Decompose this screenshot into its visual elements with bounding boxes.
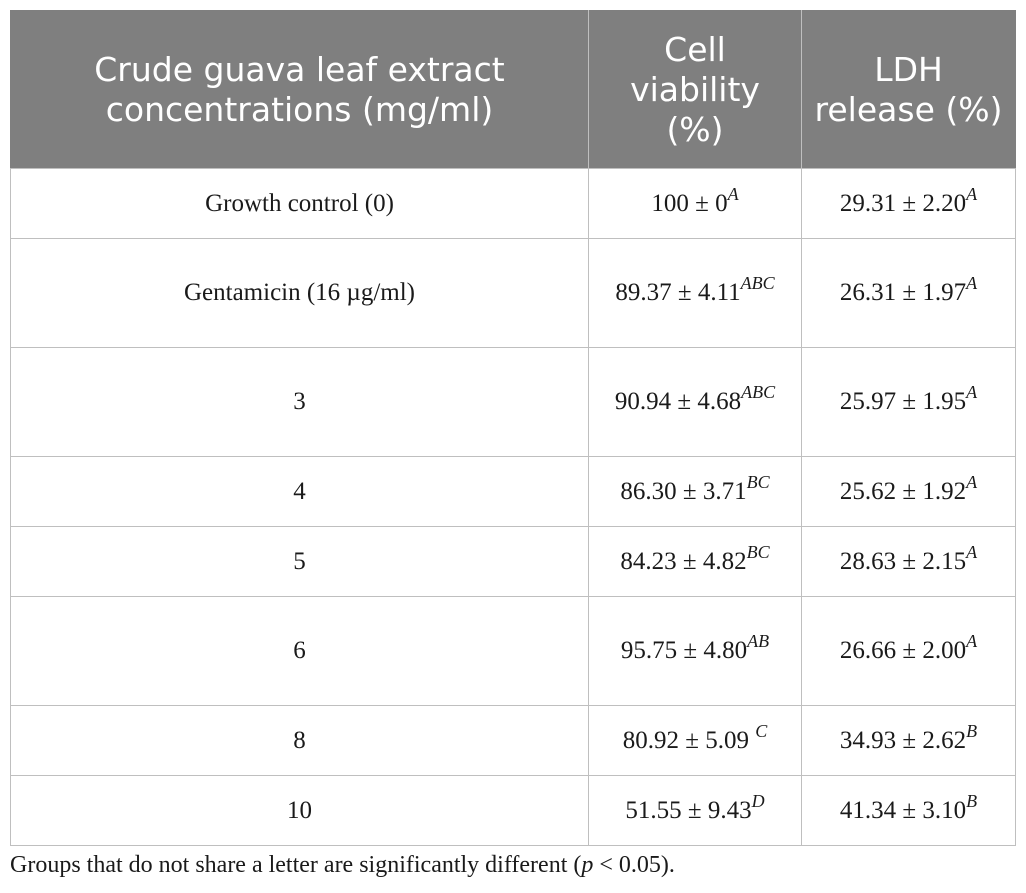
footnote-threshold: < 0.05). — [593, 852, 675, 878]
table-row: 10 51.55 ± 9.43D 41.34 ± 3.10B — [10, 775, 1016, 846]
cell-viability-cell: 95.75 ± 4.80AB — [588, 596, 802, 706]
table-row: Gentamicin (16 µg/ml) 89.37 ± 4.11ABC 26… — [10, 238, 1016, 348]
ldh-release-value: 28.63 ± 2.15 — [839, 547, 967, 575]
significance-letter: A — [966, 631, 978, 651]
cell-viability-value: 86.30 ± 3.71 — [620, 477, 747, 505]
header-row: Crude guava leaf extract concentrations … — [10, 10, 1016, 169]
ldh-release-value: 25.62 ± 1.92 — [839, 477, 967, 505]
cell-viability-value: 100 ± 0 — [651, 189, 728, 217]
table-row: 6 95.75 ± 4.80AB 26.66 ± 2.00A — [10, 596, 1016, 706]
ldh-release-cell: 25.62 ± 1.92A — [801, 456, 1016, 527]
cell-viability-cell: 80.92 ± 5.09 C — [588, 705, 802, 776]
significance-letter: AB — [747, 631, 770, 651]
cell-viability-cell: 89.37 ± 4.11ABC — [588, 238, 802, 348]
significance-letter: A — [966, 273, 978, 293]
significance-letter: BC — [746, 471, 770, 492]
table-footnote: Groups that do not share a letter are si… — [10, 852, 675, 879]
cell-viability-cell: 100 ± 0A — [588, 168, 802, 239]
footnote-text: Groups that do not share a letter are si… — [10, 852, 582, 878]
significance-letter: B — [966, 720, 978, 741]
header-cell-viability: Cell viability (%) — [588, 10, 802, 169]
ldh-release-cell: 34.93 ± 2.62B — [801, 705, 1016, 776]
cell-viability-cell: 84.23 ± 4.82BC — [588, 526, 802, 597]
header-ldh-release: LDH release (%) — [801, 10, 1016, 169]
header-concentration: Crude guava leaf extract concentrations … — [10, 10, 589, 169]
concentration-cell: Gentamicin (16 µg/ml) — [10, 238, 589, 348]
significance-letter: A — [966, 541, 978, 562]
cell-viability-value: 80.92 ± 5.09 — [622, 726, 749, 754]
cell-viability-cell: 86.30 ± 3.71BC — [588, 456, 802, 527]
ldh-release-value: 25.97 ± 1.95 — [839, 388, 967, 415]
ldh-release-value: 26.66 ± 2.00 — [839, 637, 967, 664]
cell-viability-cell: 90.94 ± 4.68ABC — [588, 347, 802, 457]
ldh-release-value: 34.93 ± 2.62 — [839, 726, 967, 754]
ldh-release-cell: 29.31 ± 2.20A — [801, 168, 1016, 239]
significance-letter: A — [966, 382, 978, 402]
footnote-p-symbol: p — [581, 852, 594, 878]
ldh-release-cell: 26.66 ± 2.00A — [801, 596, 1016, 706]
concentration-cell: 3 — [10, 347, 589, 457]
significance-letter: C — [755, 720, 768, 741]
ldh-release-cell: 26.31 ± 1.97A — [801, 238, 1016, 348]
cell-viability-value: 89.37 ± 4.11 — [615, 279, 741, 306]
ldh-release-cell: 28.63 ± 2.15A — [801, 526, 1016, 597]
significance-letter: D — [751, 790, 765, 811]
cell-viability-value: 84.23 ± 4.82 — [620, 547, 747, 575]
significance-letter: BC — [746, 541, 770, 562]
ldh-release-cell: 41.34 ± 3.10B — [801, 775, 1016, 846]
cell-viability-value: 90.94 ± 4.68 — [614, 388, 742, 415]
significance-letter: A — [966, 183, 978, 204]
table-row: 4 86.30 ± 3.71BC 25.62 ± 1.92A — [10, 456, 1016, 527]
concentration-cell: Growth control (0) — [10, 168, 589, 239]
significance-letter: A — [966, 471, 978, 492]
significance-letter: ABC — [740, 273, 775, 293]
concentration-cell: 4 — [10, 456, 589, 527]
concentration-cell: 8 — [10, 705, 589, 776]
cell-viability-cell: 51.55 ± 9.43D — [588, 775, 802, 846]
significance-letter: A — [727, 183, 739, 204]
ldh-release-value: 41.34 ± 3.10 — [839, 796, 967, 824]
table-row: 3 90.94 ± 4.68ABC 25.97 ± 1.95A — [10, 347, 1016, 457]
concentration-cell: 5 — [10, 526, 589, 597]
ldh-release-value: 29.31 ± 2.20 — [839, 189, 967, 217]
results-table: Crude guava leaf extract concentrations … — [10, 10, 1016, 846]
table-row: Growth control (0) 100 ± 0A 29.31 ± 2.20… — [10, 168, 1016, 239]
significance-letter: B — [966, 790, 978, 811]
significance-letter: ABC — [741, 382, 776, 402]
ldh-release-value: 26.31 ± 1.97 — [839, 279, 967, 306]
table-row: 8 80.92 ± 5.09 C 34.93 ± 2.62B — [10, 705, 1016, 776]
concentration-cell: 10 — [10, 775, 589, 846]
table-row: 5 84.23 ± 4.82BC 28.63 ± 2.15A — [10, 526, 1016, 597]
concentration-cell: 6 — [10, 596, 589, 706]
cell-viability-value: 95.75 ± 4.80 — [620, 637, 748, 664]
ldh-release-cell: 25.97 ± 1.95A — [801, 347, 1016, 457]
cell-viability-value: 51.55 ± 9.43 — [625, 796, 752, 824]
